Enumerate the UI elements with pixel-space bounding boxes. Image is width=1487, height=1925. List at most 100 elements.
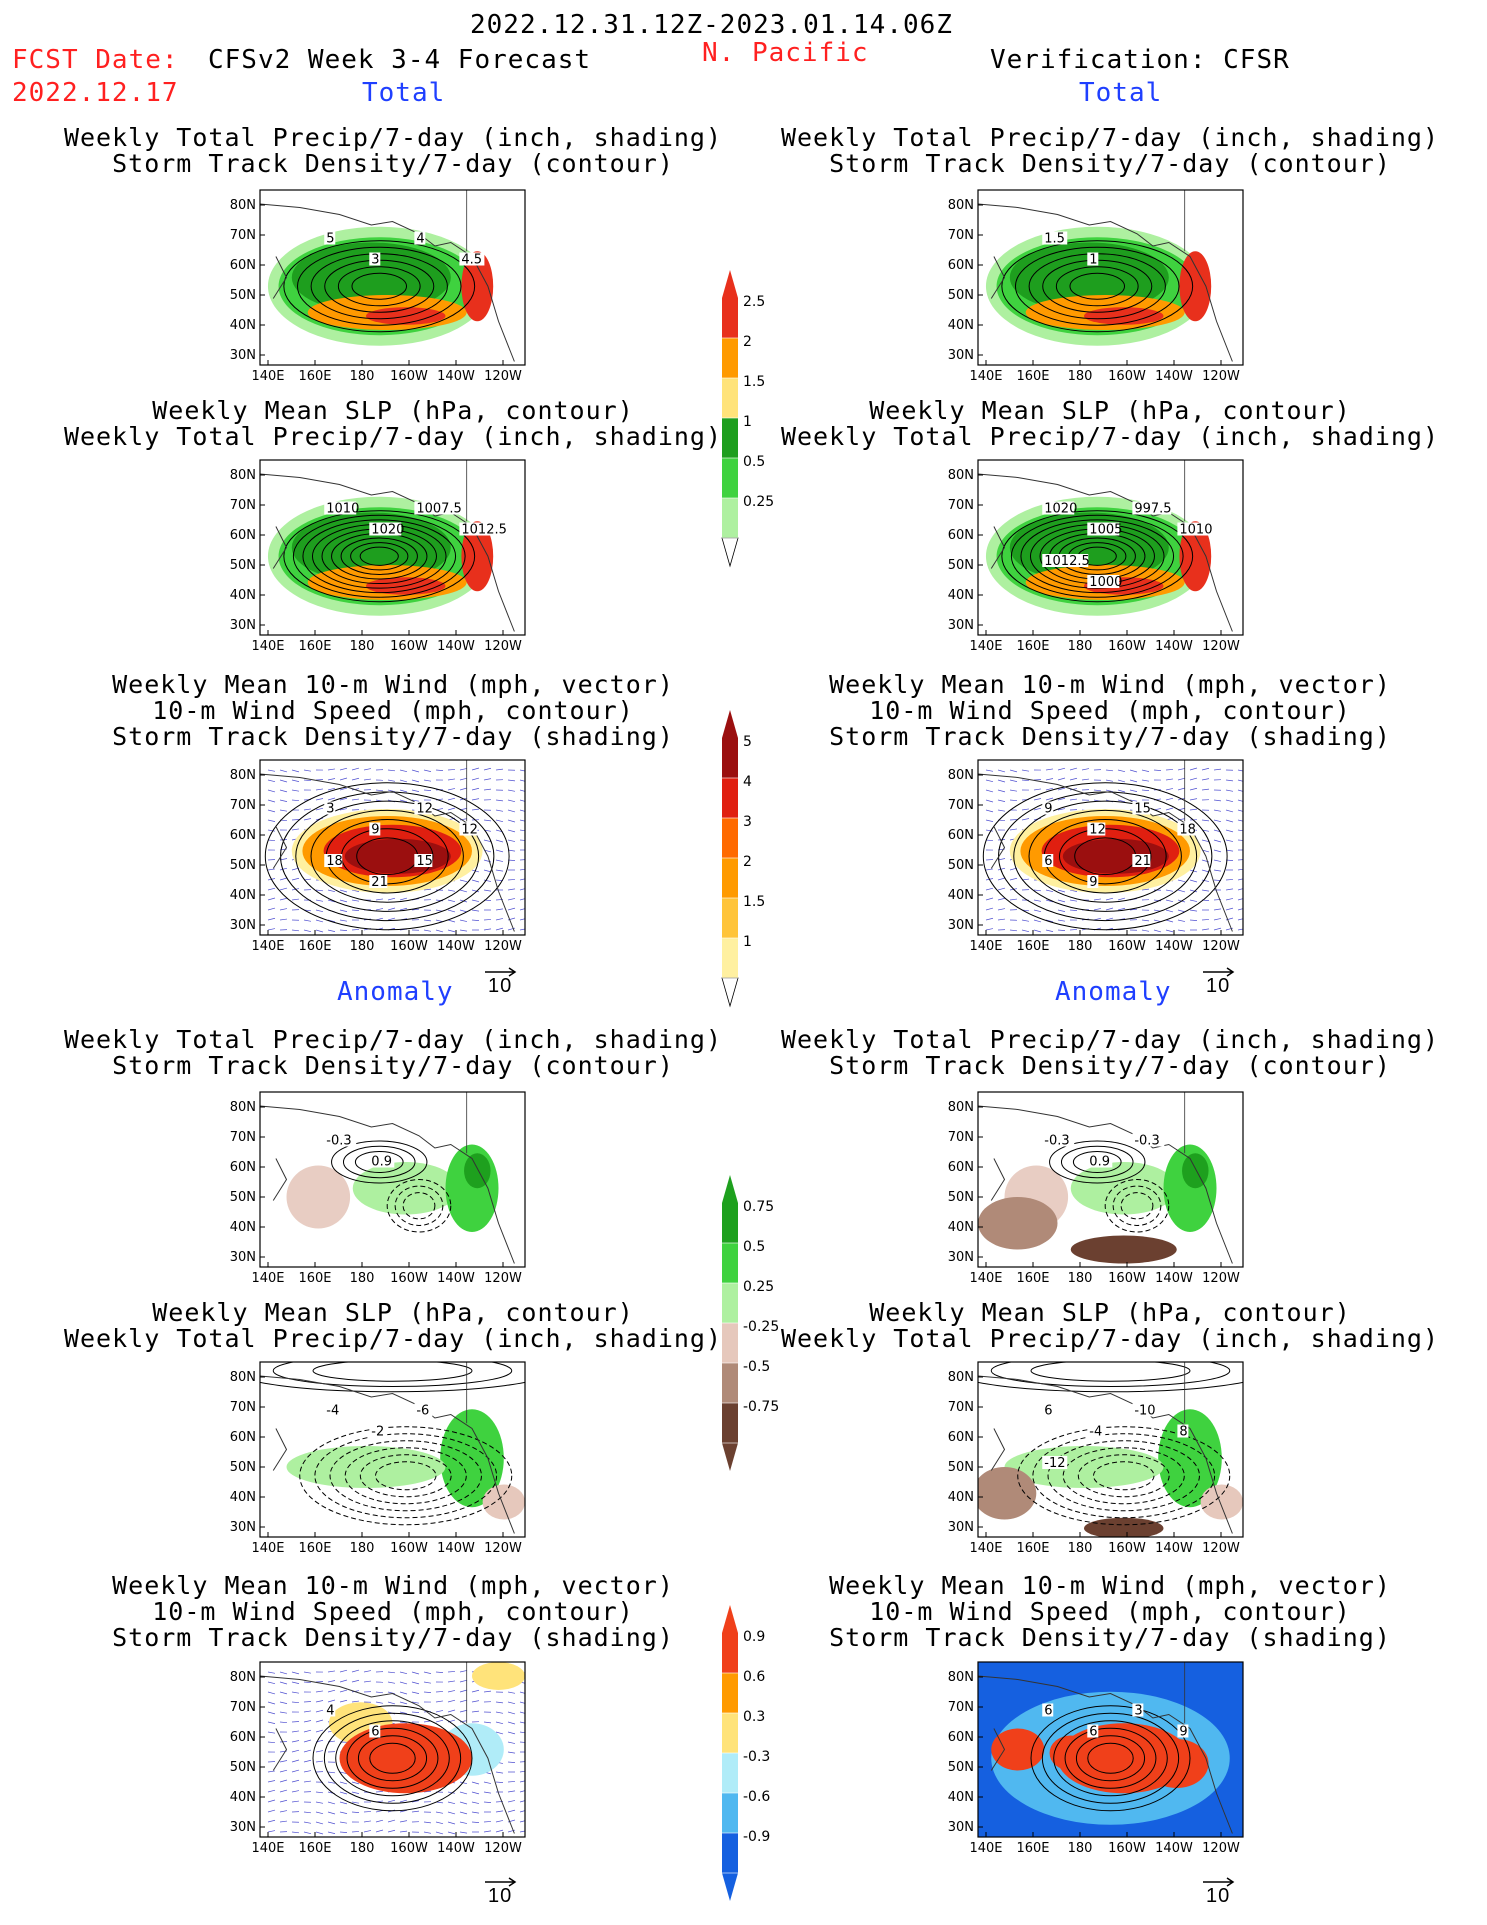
- wind-vector: [327, 929, 336, 932]
- wind-vector: [387, 1671, 396, 1674]
- wind-vector: [495, 1820, 504, 1823]
- wind-vector: [291, 1759, 300, 1763]
- lon-tick-label: 120W: [1202, 1271, 1240, 1286]
- wind-vector: [399, 1721, 408, 1724]
- contour-label: 3: [371, 253, 379, 268]
- contour-line: [354, 1151, 404, 1173]
- wind-vector: [519, 1761, 525, 1763]
- wind-vector: [985, 887, 994, 891]
- contour-label: 9: [371, 823, 379, 838]
- lon-tick-label: 120W: [484, 1271, 522, 1286]
- contour-label-bg: [1042, 1133, 1075, 1147]
- wind-vector: [399, 1691, 408, 1695]
- wind-vector: [267, 1711, 276, 1715]
- wind-vector: [1105, 897, 1114, 901]
- panel-title-l6: Weekly Mean 10-m Wind (mph, vector) 10-m …: [33, 1573, 753, 1651]
- contour-label-bg: [1042, 801, 1054, 815]
- wind-vector: [1189, 879, 1198, 883]
- wind-vector: [411, 1810, 420, 1813]
- colorbar-label: 5: [743, 734, 752, 750]
- colorbar-swatch: [722, 778, 738, 818]
- wind-vector: [447, 778, 456, 781]
- wind-vector: [1045, 919, 1054, 923]
- wind-vector: [387, 1681, 396, 1684]
- wind-vector: [519, 1780, 525, 1783]
- wind-vector: [375, 1829, 384, 1833]
- contour-label: 1012.5: [1044, 554, 1090, 569]
- lon-tick-label: 180: [1068, 369, 1093, 384]
- shading-region: [352, 1162, 459, 1215]
- wind-vector: [267, 1809, 276, 1813]
- wind-vector: [267, 1789, 276, 1793]
- panel-title-line: Weekly Mean 10-m Wind (mph, vector): [112, 670, 674, 699]
- wind-vector: [519, 769, 525, 772]
- wind-vector: [519, 898, 525, 901]
- wind-vector: [519, 1691, 525, 1694]
- contour-label: 9: [1089, 875, 1097, 890]
- contour-line: [357, 1735, 428, 1782]
- wind-vector: [495, 918, 504, 921]
- coastline-asia: [272, 256, 288, 299]
- contour-label: 18: [1179, 823, 1196, 838]
- contour-label-bg: [1042, 1456, 1068, 1469]
- wind-vector: [279, 789, 288, 793]
- lat-tick-label: 80N: [230, 768, 256, 783]
- wind-vector: [519, 1800, 525, 1803]
- wind-vector: [459, 889, 468, 893]
- wind-vector: [1165, 919, 1174, 923]
- map-panel-p9: 80N 70N 60N 50N 40N 30N 140E 160E 180 160W 140W 120…: [230, 1361, 526, 1556]
- shading-region: [472, 1662, 525, 1690]
- wind-vector: [399, 1701, 408, 1705]
- colorbar-label: -0.5: [743, 1359, 770, 1375]
- wind-vector: [1165, 909, 1174, 913]
- wind-vector: [267, 859, 276, 861]
- vector-ref-right-1: 10: [1206, 975, 1231, 997]
- wind-vector: [507, 1721, 516, 1725]
- coastline: [978, 203, 1233, 362]
- wind-vector: [1237, 819, 1243, 822]
- wind-vector: [495, 1810, 504, 1813]
- wind-vector: [1201, 767, 1210, 771]
- wind-vector: [327, 1801, 336, 1805]
- lon-tick-label: 140W: [1155, 939, 1193, 954]
- wind-vector: [985, 868, 994, 871]
- wind-vector: [423, 929, 432, 932]
- colorbar-swatch: [722, 1793, 738, 1833]
- wind-vector: [339, 797, 348, 801]
- wind-vector: [291, 1749, 300, 1753]
- wind-vector: [1105, 789, 1114, 793]
- wind-vector: [1213, 859, 1222, 862]
- contour-line: [1060, 1145, 1134, 1179]
- wind-vector: [1045, 768, 1054, 771]
- coastline-asia: [990, 526, 1006, 569]
- wind-vector: [997, 789, 1006, 793]
- map-frame: [259, 1361, 526, 1538]
- wind-vector: [315, 807, 324, 811]
- contour-line: [1087, 1742, 1134, 1774]
- lon-tick-label: 160E: [1016, 1541, 1049, 1556]
- contour-line: [346, 1727, 439, 1789]
- wind-vector: [1033, 798, 1042, 801]
- lat-tick-label: 30N: [948, 1520, 974, 1535]
- wind-vector: [339, 899, 348, 903]
- wind-vector: [1009, 877, 1018, 881]
- wind-vector: [399, 1671, 408, 1675]
- map-panel-p6: 80N 70N 60N 50N 40N 30N 140E 160E 180 160W 140W 120…: [948, 759, 1244, 954]
- wind-vector: [1009, 819, 1018, 821]
- wind-vector: [339, 1811, 348, 1814]
- wind-vector: [399, 789, 408, 793]
- panel-title-line: Weekly Total Precip/7-day (inch, shading…: [63, 1324, 723, 1353]
- lat-tick-label: 60N: [948, 828, 974, 843]
- wind-vector: [291, 1681, 300, 1684]
- wind-vector: [459, 777, 468, 781]
- wind-vector: [495, 1771, 504, 1774]
- wind-vector: [483, 1791, 492, 1794]
- contour-label: 1010: [326, 502, 359, 517]
- wind-vector: [495, 819, 504, 823]
- contour-label-bg: [1177, 522, 1210, 536]
- wind-vector: [279, 887, 288, 891]
- lat-tick-label: 50N: [948, 288, 974, 303]
- lon-tick-label: 160W: [390, 1541, 428, 1556]
- wind-vector: [1009, 769, 1018, 773]
- wind-vector: [327, 1689, 336, 1693]
